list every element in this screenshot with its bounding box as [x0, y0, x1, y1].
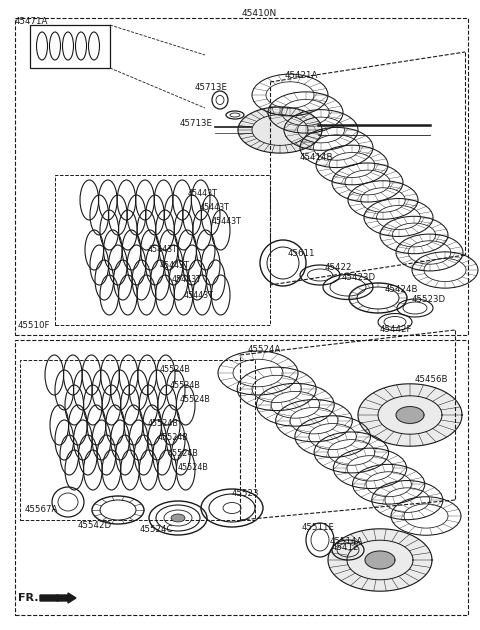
- Bar: [30, 25, 110, 68]
- Text: 45524B: 45524B: [180, 396, 211, 404]
- Text: 45510F: 45510F: [18, 321, 50, 329]
- Text: 45443T: 45443T: [200, 203, 230, 212]
- Text: 45422: 45422: [325, 263, 352, 273]
- Text: 45524B: 45524B: [148, 418, 179, 428]
- Polygon shape: [396, 406, 424, 423]
- Text: 45524B: 45524B: [170, 381, 201, 389]
- Text: 45542D: 45542D: [78, 520, 112, 529]
- Polygon shape: [365, 551, 395, 569]
- Text: 45424B: 45424B: [385, 285, 419, 294]
- Text: 45471A: 45471A: [15, 18, 48, 26]
- Text: 45713E: 45713E: [195, 83, 228, 91]
- FancyArrow shape: [40, 593, 76, 603]
- Bar: [55, 175, 270, 325]
- Text: 45523D: 45523D: [412, 295, 446, 304]
- Text: 45410N: 45410N: [242, 9, 277, 18]
- Text: 45443T: 45443T: [160, 260, 190, 270]
- Text: 45412: 45412: [332, 544, 360, 553]
- Text: 45442F: 45442F: [380, 326, 412, 335]
- Text: 45443T: 45443T: [184, 290, 214, 299]
- Text: 45713E: 45713E: [180, 120, 213, 129]
- Text: 45567A: 45567A: [25, 505, 59, 515]
- Text: 45524A: 45524A: [248, 345, 281, 355]
- Text: 45443T: 45443T: [172, 275, 202, 285]
- Text: 45514A: 45514A: [330, 537, 363, 546]
- Text: 45524B: 45524B: [178, 464, 209, 472]
- Text: 45511E: 45511E: [302, 522, 335, 532]
- Text: 45524C: 45524C: [140, 525, 173, 534]
- Polygon shape: [238, 107, 322, 153]
- Text: 45611: 45611: [288, 249, 315, 258]
- Text: 45524B: 45524B: [168, 449, 199, 457]
- Bar: [15, 18, 468, 335]
- Polygon shape: [328, 529, 432, 591]
- Bar: [20, 360, 255, 520]
- Polygon shape: [358, 384, 462, 446]
- Text: 45414B: 45414B: [300, 152, 334, 161]
- Text: FR.: FR.: [18, 593, 38, 603]
- Bar: [15, 340, 468, 615]
- Text: 45524B: 45524B: [160, 365, 191, 374]
- Text: 45443T: 45443T: [212, 217, 242, 227]
- Text: 45523: 45523: [232, 488, 260, 498]
- Text: 45443T: 45443T: [188, 188, 218, 197]
- Text: 45423D: 45423D: [342, 273, 376, 282]
- Text: 45421A: 45421A: [285, 71, 318, 81]
- Text: 45456B: 45456B: [415, 375, 448, 384]
- Text: 45443T: 45443T: [148, 246, 178, 255]
- Text: 45524B: 45524B: [158, 433, 189, 442]
- Ellipse shape: [171, 514, 185, 522]
